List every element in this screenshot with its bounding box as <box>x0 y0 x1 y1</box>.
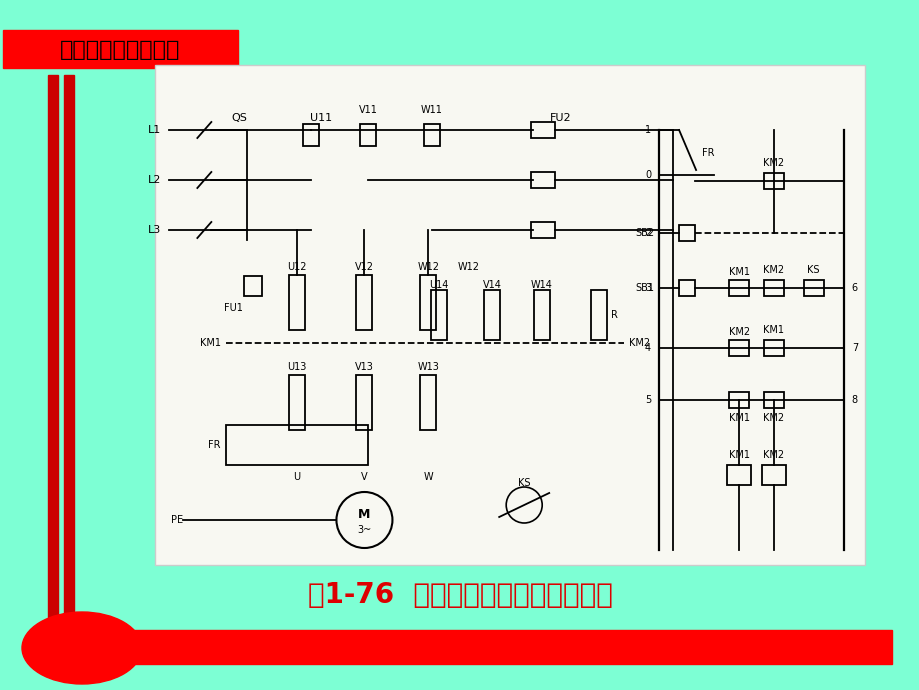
Text: W13: W13 <box>417 362 438 372</box>
Text: KM2: KM2 <box>762 450 783 460</box>
Text: KS: KS <box>517 478 530 488</box>
Bar <box>154 65 864 565</box>
Text: KM1: KM1 <box>763 324 783 335</box>
Text: KM1: KM1 <box>728 450 749 460</box>
Text: 电气设备安装与维修: 电气设备安装与维修 <box>60 40 180 60</box>
Bar <box>728 279 748 295</box>
Text: PE: PE <box>171 515 183 525</box>
Text: R: R <box>610 310 617 320</box>
Text: L3: L3 <box>148 225 161 235</box>
Bar <box>64 75 74 630</box>
Bar <box>483 290 500 340</box>
Text: V13: V13 <box>355 362 373 372</box>
Bar <box>356 375 372 430</box>
Bar <box>728 392 748 408</box>
Bar <box>289 275 305 330</box>
Text: U13: U13 <box>287 362 306 372</box>
Bar <box>303 124 319 146</box>
Text: KM1: KM1 <box>199 337 221 348</box>
Text: KM2: KM2 <box>628 337 649 348</box>
Text: KM2: KM2 <box>762 413 783 423</box>
Bar <box>761 465 785 485</box>
Text: FU2: FU2 <box>549 113 571 123</box>
Text: 8: 8 <box>851 395 857 405</box>
Text: 图1-76  单向启动反接制动控制电路: 图1-76 单向启动反接制动控制电路 <box>307 581 612 609</box>
Text: KM1: KM1 <box>728 266 749 277</box>
Bar <box>531 222 555 238</box>
Text: FU1: FU1 <box>223 303 242 313</box>
Bar <box>531 172 555 188</box>
Bar <box>48 75 58 630</box>
Text: 2: 2 <box>644 228 651 237</box>
Bar <box>726 465 750 485</box>
Bar <box>678 279 695 295</box>
Bar <box>289 375 305 430</box>
Bar <box>359 124 376 146</box>
Bar <box>244 276 262 296</box>
Text: V: V <box>361 472 368 482</box>
Text: 1: 1 <box>644 125 651 135</box>
Text: W11: W11 <box>421 105 442 115</box>
Bar <box>226 425 368 465</box>
Text: QS: QS <box>231 113 247 123</box>
Text: U14: U14 <box>429 280 448 290</box>
Bar <box>424 124 439 146</box>
Bar <box>763 339 783 355</box>
Text: 6: 6 <box>851 282 857 293</box>
Text: W: W <box>423 472 433 482</box>
Text: KM2: KM2 <box>762 264 783 275</box>
Bar <box>763 279 783 295</box>
Text: W12: W12 <box>417 262 439 272</box>
Bar <box>533 290 550 340</box>
Text: U12: U12 <box>287 262 306 272</box>
Bar <box>763 173 783 189</box>
Bar <box>728 339 748 355</box>
Text: 5: 5 <box>644 395 651 405</box>
Bar <box>3 30 238 68</box>
Bar <box>763 392 783 408</box>
Text: M: M <box>357 509 370 522</box>
Bar <box>803 279 823 295</box>
Bar <box>356 275 372 330</box>
Ellipse shape <box>22 612 142 684</box>
Text: KM2: KM2 <box>728 326 749 337</box>
Bar <box>590 290 607 340</box>
Text: V14: V14 <box>482 280 501 290</box>
Text: V12: V12 <box>355 262 373 272</box>
Bar <box>420 375 436 430</box>
Text: V11: V11 <box>358 105 377 115</box>
Text: SB2: SB2 <box>634 228 653 237</box>
Text: 7: 7 <box>851 342 857 353</box>
Text: U: U <box>293 472 301 482</box>
Text: KM1: KM1 <box>728 413 749 423</box>
Text: W14: W14 <box>530 280 552 290</box>
Bar <box>678 224 695 241</box>
Text: SB1: SB1 <box>634 282 653 293</box>
Bar <box>82 630 891 664</box>
Bar <box>531 122 555 138</box>
Text: FR: FR <box>701 148 714 157</box>
Bar <box>420 275 436 330</box>
Text: FR: FR <box>209 440 221 450</box>
Bar <box>430 290 447 340</box>
Text: W12: W12 <box>457 262 479 272</box>
Text: L1: L1 <box>148 125 161 135</box>
Text: L2: L2 <box>148 175 161 185</box>
Text: 4: 4 <box>644 342 651 353</box>
Text: 3: 3 <box>644 282 651 293</box>
Text: 3~: 3~ <box>357 525 371 535</box>
Text: U11: U11 <box>310 113 332 123</box>
Text: 0: 0 <box>644 170 651 180</box>
Text: KM2: KM2 <box>762 158 783 168</box>
Text: KS: KS <box>807 264 819 275</box>
